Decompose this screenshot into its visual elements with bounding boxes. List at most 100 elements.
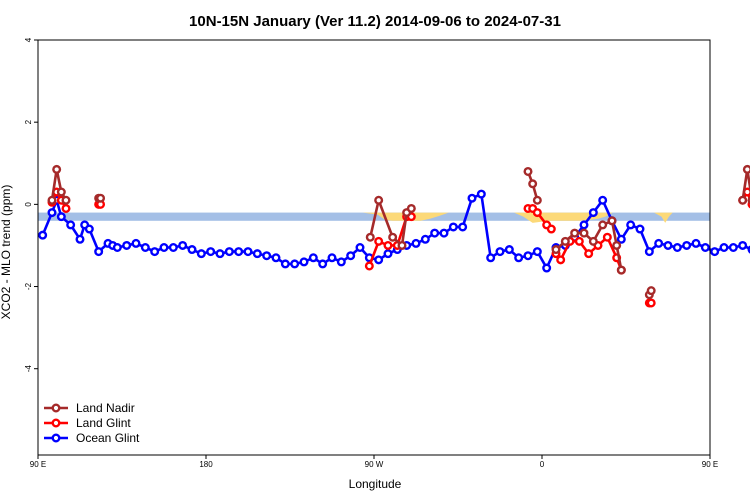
chart-title: 10N-15N January (Ver 11.2) 2014-09-06 to…	[189, 13, 561, 30]
data-point	[646, 286, 656, 296]
data-point	[626, 220, 636, 230]
data-point	[588, 236, 598, 246]
y-tick-label: 4	[24, 37, 33, 42]
x-tick-label: 90 W	[365, 460, 384, 469]
data-point	[579, 220, 589, 230]
data-point	[327, 253, 337, 263]
data-point	[383, 249, 393, 259]
legend-marker	[51, 433, 61, 443]
data-point	[532, 208, 542, 218]
shaded-fill-path	[362, 212, 681, 223]
data-point	[374, 255, 384, 265]
data-point	[388, 232, 398, 242]
data-point	[61, 195, 71, 205]
data-point	[140, 242, 150, 252]
plot-frame	[37, 39, 711, 456]
data-point	[574, 236, 584, 246]
x-axis: 90 E 180 90 W 0 90 E	[30, 455, 718, 469]
data-point	[75, 234, 85, 244]
data-point	[742, 164, 750, 174]
data-point	[504, 245, 514, 255]
data-point	[374, 195, 384, 205]
data-point	[159, 242, 169, 252]
data-point	[523, 251, 533, 261]
data-point	[308, 253, 318, 263]
data-point	[612, 240, 622, 250]
data-point	[542, 263, 552, 273]
data-point	[336, 257, 346, 267]
data-point	[290, 259, 300, 269]
data-point	[514, 253, 524, 263]
data-point	[570, 228, 580, 238]
data-point	[616, 234, 626, 244]
data-point	[458, 222, 468, 232]
x-tick-label: 90 E	[30, 460, 46, 469]
data-point	[56, 187, 66, 197]
data-point	[532, 195, 542, 205]
data-point	[365, 232, 375, 242]
data-point	[644, 247, 654, 257]
data-point	[112, 242, 122, 252]
data-point	[94, 247, 104, 257]
data-point	[420, 234, 430, 244]
data-point	[738, 240, 748, 250]
series-land-nadir	[47, 164, 750, 300]
data-point	[262, 251, 272, 261]
data-point	[700, 242, 710, 252]
data-point	[710, 247, 720, 257]
data-point	[406, 203, 416, 213]
data-point	[532, 247, 542, 257]
data-point	[252, 249, 262, 259]
data-point	[206, 247, 216, 257]
data-point	[467, 193, 477, 203]
data-point	[96, 193, 106, 203]
data-point	[47, 208, 57, 218]
data-point	[346, 251, 356, 261]
data-point	[122, 240, 132, 250]
data-point	[364, 261, 374, 271]
data-point	[528, 179, 538, 189]
y-axis: 4 2 0 -2 -4	[24, 37, 38, 372]
data-point	[616, 265, 626, 275]
legend-item: Ocean Glint	[44, 431, 140, 445]
data-point	[178, 240, 188, 250]
data-point	[168, 242, 178, 252]
legend-marker	[51, 403, 61, 413]
data-point	[523, 166, 533, 176]
data-point	[579, 228, 589, 238]
data-point	[588, 208, 598, 218]
data-point	[280, 259, 290, 269]
data-point	[607, 216, 617, 226]
data-point	[215, 249, 225, 259]
data-point	[448, 222, 458, 232]
data-point	[66, 220, 76, 230]
data-point	[738, 195, 748, 205]
data-point	[411, 238, 421, 248]
data-point	[355, 242, 365, 252]
series-line-segment	[50, 169, 68, 201]
data-point	[602, 232, 612, 242]
legend-label: Land Glint	[76, 416, 131, 430]
x-tick-label: 180	[199, 460, 213, 469]
x-tick-label: 0	[540, 460, 545, 469]
data-point	[224, 247, 234, 257]
y-tick-label: 0	[24, 202, 33, 207]
data-point	[584, 249, 594, 259]
data-point	[196, 249, 206, 259]
data-point	[646, 298, 656, 308]
data-point	[234, 247, 244, 257]
data-point	[598, 195, 608, 205]
y-axis-label: XCO2 - MLO trend (ppm)	[0, 185, 13, 320]
data-point	[654, 238, 664, 248]
data-point	[150, 247, 160, 257]
data-point	[556, 255, 566, 265]
data-point	[47, 195, 57, 205]
data-point	[56, 212, 66, 222]
data-point	[131, 238, 141, 248]
data-point	[495, 247, 505, 257]
legend-label: Land Nadir	[76, 401, 135, 415]
shaded-fill-area	[362, 212, 681, 223]
data-point	[691, 238, 701, 248]
